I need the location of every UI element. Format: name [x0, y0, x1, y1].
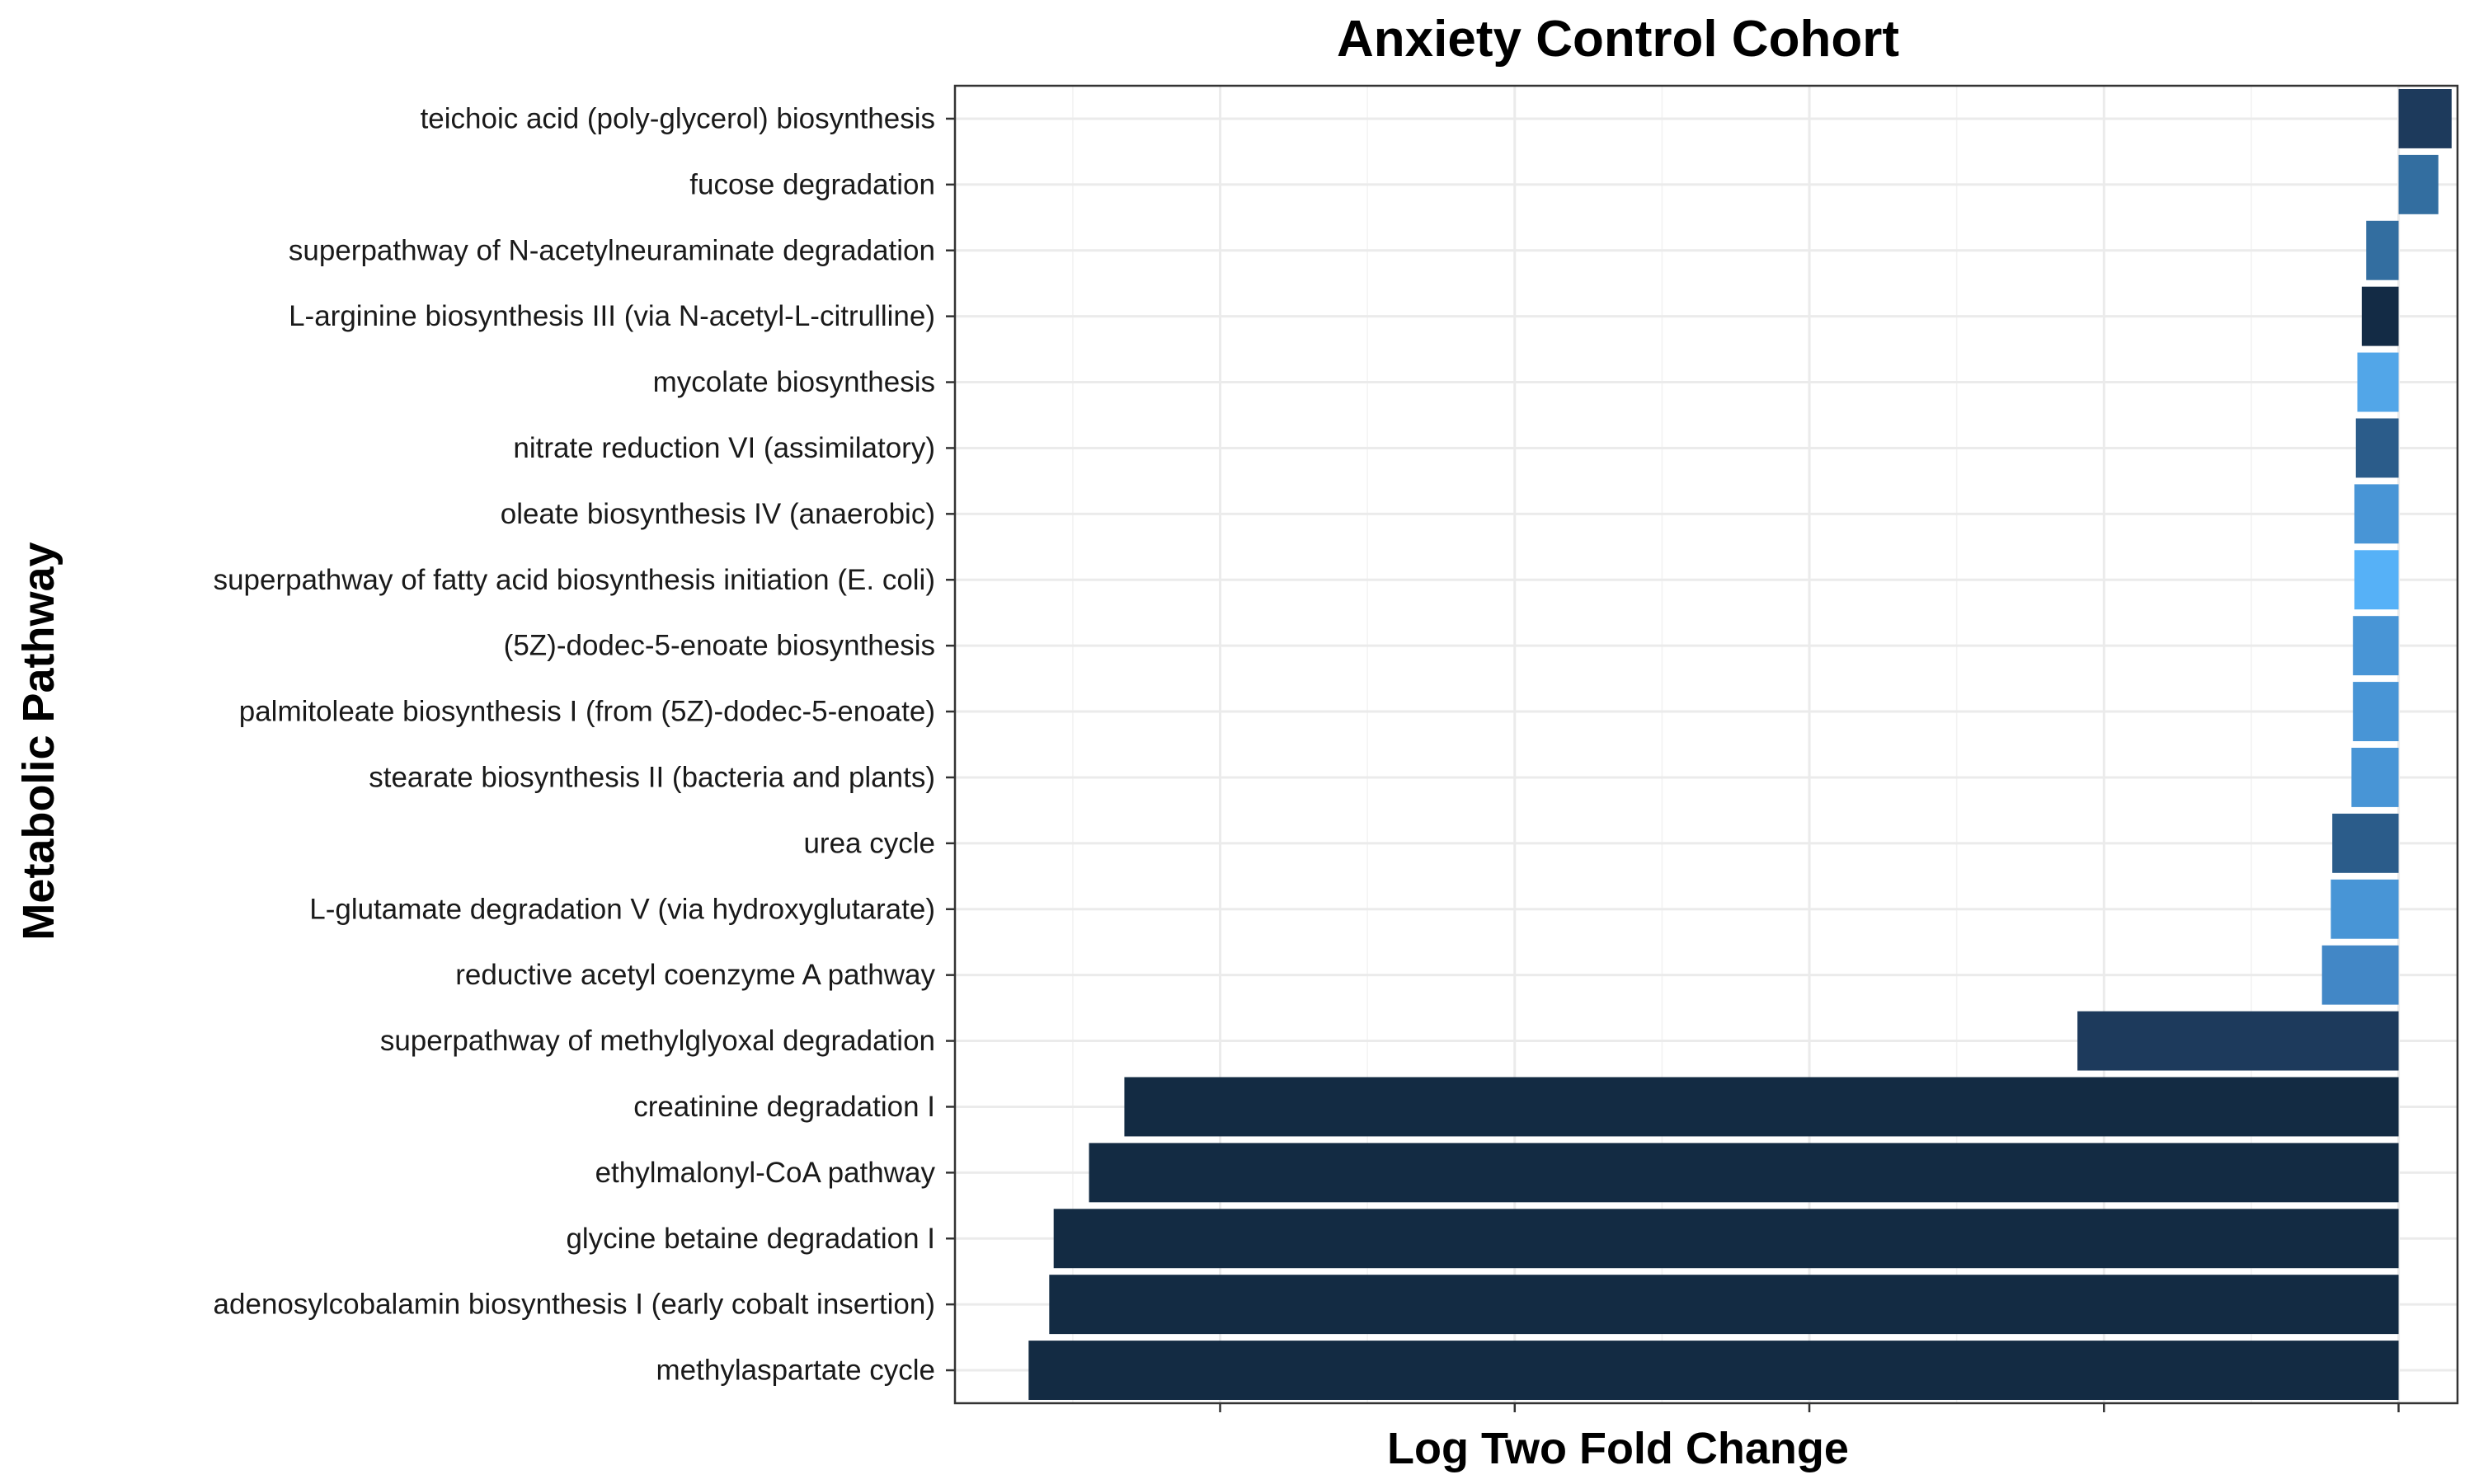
bar	[2077, 1011, 2399, 1071]
y-tick-label: (5Z)-dodec-5-enoate biosynthesis	[504, 630, 935, 662]
bar	[1053, 1209, 2399, 1269]
y-tick-label: glycine betaine degradation I	[566, 1223, 935, 1255]
x-axis-title: Log Two Fold Change	[1387, 1424, 1849, 1473]
bar	[2354, 484, 2399, 544]
bar	[2398, 154, 2439, 214]
y-tick-label: reductive acetyl coenzyme A pathway	[455, 959, 935, 991]
y-tick-label: fucose degradation	[689, 168, 935, 200]
y-tick-label: stearate biosynthesis II (bacteria and p…	[369, 761, 935, 793]
bar	[2398, 88, 2452, 148]
y-tick-label: creatinine degradation I	[633, 1091, 935, 1123]
grid-lines	[955, 86, 2458, 1403]
y-tick-label: oleate biosynthesis IV (anaerobic)	[501, 498, 935, 530]
bar	[2331, 879, 2399, 939]
bar	[2353, 616, 2399, 676]
bar	[2332, 813, 2399, 873]
bar	[2353, 682, 2399, 742]
y-tick-label: palmitoleate biosynthesis I (from (5Z)-d…	[239, 696, 935, 728]
y-tick-label: nitrate reduction VI (assimilatory)	[513, 432, 935, 464]
y-tick-label: urea cycle	[803, 827, 935, 859]
bar	[2366, 220, 2399, 280]
y-tick-label: ethylmalonyl-CoA pathway	[595, 1157, 936, 1189]
y-axis-title: Metabolic Pathway	[14, 542, 63, 940]
y-tick-label: L-arginine biosynthesis III (via N-acety…	[289, 300, 935, 332]
bar	[2357, 352, 2399, 412]
bar	[2351, 747, 2399, 807]
y-axis-ticks	[946, 117, 955, 1372]
bar	[2321, 945, 2399, 1005]
y-tick-label: L-glutamate degradation V (via hydroxygl…	[309, 893, 935, 925]
bar	[1028, 1341, 2399, 1401]
plot-panel	[953, 84, 2459, 1405]
bar	[2361, 286, 2399, 346]
x-axis-ticks	[1219, 1403, 2400, 1412]
chart-title: Anxiety Control Cohort	[1337, 11, 1899, 68]
y-tick-label: superpathway of methylglyoxal degradatio…	[380, 1025, 935, 1057]
bars	[1028, 88, 2452, 1401]
y-tick-label: methylaspartate cycle	[656, 1355, 935, 1387]
bar	[2354, 550, 2399, 610]
bar	[1089, 1143, 2399, 1203]
y-tick-label: superpathway of N-acetylneuraminate degr…	[289, 234, 935, 266]
bar	[1124, 1077, 2399, 1137]
bar	[2355, 418, 2399, 478]
y-tick-label: superpathway of fatty acid biosynthesis …	[214, 564, 935, 596]
y-axis-tick-labels: teichoic acid (poly-glycerol) biosynthes…	[214, 102, 936, 1386]
y-tick-label: mycolate biosynthesis	[653, 366, 935, 398]
bar	[1049, 1275, 2399, 1335]
y-tick-label: adenosylcobalamin biosynthesis I (early …	[214, 1289, 935, 1321]
y-tick-label: teichoic acid (poly-glycerol) biosynthes…	[421, 102, 935, 134]
